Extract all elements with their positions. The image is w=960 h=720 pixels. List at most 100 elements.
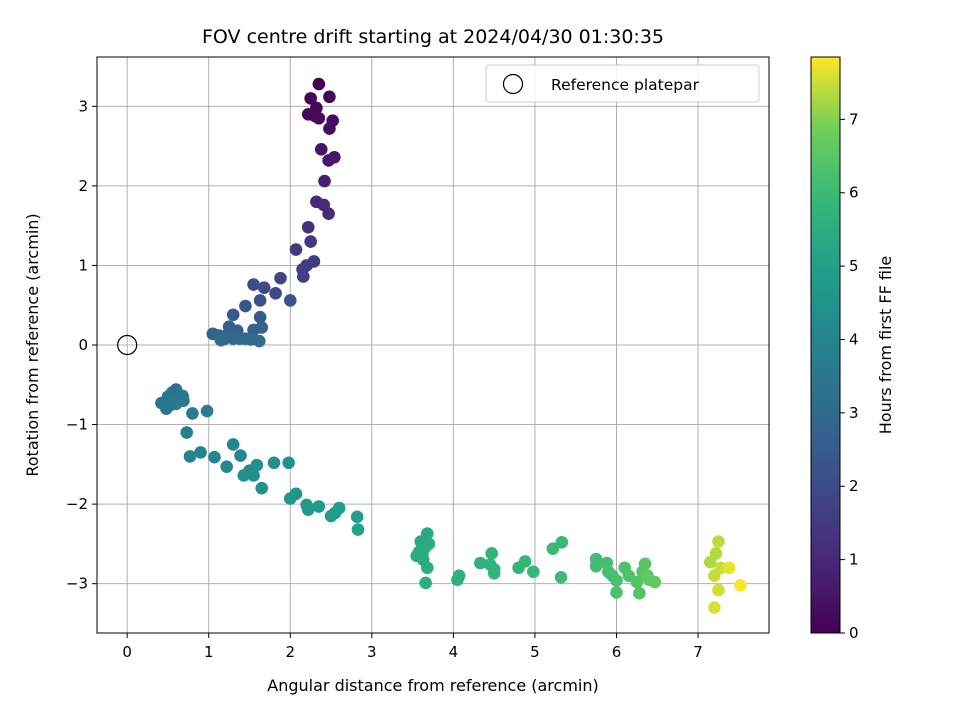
- legend-box: [485, 64, 760, 103]
- colorbar: [810, 56, 841, 634]
- data-point: [283, 294, 297, 307]
- data-point: [226, 438, 240, 451]
- x-tick-label: 4: [449, 643, 459, 661]
- colorbar-tick-label: 6: [849, 184, 859, 202]
- data-point: [474, 556, 487, 570]
- colorbar-label: Hours from first FF file: [876, 256, 895, 435]
- data-point: [304, 92, 317, 105]
- y-tick-label: −2: [66, 495, 88, 513]
- colorbar-tick-label: 2: [849, 477, 859, 495]
- data-point: [247, 278, 260, 291]
- data-point: [324, 509, 338, 523]
- data-point: [527, 565, 540, 579]
- data-point: [255, 321, 269, 334]
- data-point: [712, 535, 725, 548]
- y-tick-label: −3: [66, 575, 88, 593]
- data-point: [422, 537, 436, 551]
- data-point: [555, 536, 569, 549]
- data-point: [318, 174, 331, 188]
- reference-platepar-marker: [117, 334, 138, 356]
- x-axis-label: Angular distance from reference (arcmin): [267, 676, 598, 695]
- data-point: [274, 271, 287, 285]
- data-point: [239, 299, 252, 313]
- data-point: [633, 586, 646, 600]
- data-point: [253, 310, 267, 324]
- data-point: [312, 77, 326, 91]
- data-point: [323, 122, 336, 135]
- y-tick-label: 3: [78, 97, 88, 115]
- x-tick-label: 7: [693, 643, 703, 661]
- data-point: [250, 458, 264, 472]
- data-point: [322, 207, 335, 221]
- data-point: [289, 243, 303, 256]
- y-axis-ticks: −3 −2 −1 0 1 2 3: [66, 97, 97, 593]
- legend-marker-icon: [502, 73, 524, 95]
- data-point: [234, 449, 247, 462]
- data-point: [226, 308, 240, 322]
- x-tick-label: 6: [612, 643, 622, 661]
- data-point: [554, 571, 568, 584]
- data-point: [589, 559, 603, 573]
- data-point: [709, 547, 723, 560]
- data-point: [323, 90, 336, 104]
- data-point: [220, 460, 233, 474]
- grid-lines: [97, 57, 769, 633]
- y-axis-label: Rotation from reference (arcmin): [23, 213, 42, 476]
- x-axis-ticks: 0 1 2 3 4 5 6 7: [122, 633, 703, 661]
- y-tick-label: 0: [78, 336, 88, 354]
- x-tick-label: 2: [286, 643, 296, 661]
- data-point: [194, 446, 207, 459]
- data-point: [247, 469, 260, 482]
- data-point: [282, 456, 295, 470]
- y-tick-label: 1: [78, 256, 88, 274]
- colorbar-tick-label: 1: [849, 551, 859, 569]
- data-point: [350, 510, 364, 524]
- x-tick-label: 0: [122, 643, 132, 661]
- colorbar-tick-label: 0: [849, 624, 859, 642]
- y-tick-label: 2: [78, 177, 88, 195]
- data-point: [208, 450, 221, 464]
- data-point: [283, 492, 297, 505]
- data-point: [332, 501, 346, 515]
- data-point: [712, 583, 725, 597]
- data-point: [301, 503, 315, 516]
- data-point: [304, 235, 317, 248]
- data-point: [314, 142, 328, 156]
- data-point: [419, 576, 432, 590]
- colorbar-tick-label: 5: [849, 257, 859, 275]
- data-point: [200, 404, 214, 418]
- y-tick-label: −1: [66, 416, 88, 434]
- data-point: [351, 523, 365, 536]
- data-point: [638, 557, 652, 571]
- data-point: [160, 402, 173, 415]
- colorbar-tick-label: 7: [849, 110, 859, 128]
- colorbar-tick-label: 4: [849, 330, 859, 348]
- legend: Reference platepar: [485, 64, 760, 103]
- data-point: [546, 542, 560, 555]
- x-tick-label: 1: [204, 643, 214, 661]
- data-point: [237, 469, 251, 482]
- data-point: [722, 561, 736, 575]
- data-points: [155, 77, 747, 614]
- data-point: [177, 394, 190, 407]
- data-point: [485, 547, 499, 560]
- x-tick-label: 3: [367, 643, 377, 661]
- data-point: [518, 555, 532, 568]
- data-point: [416, 547, 429, 560]
- data-point: [630, 575, 644, 589]
- colorbar-tick-label: 3: [849, 404, 859, 422]
- data-point: [734, 578, 747, 592]
- data-point: [451, 573, 464, 586]
- chart-title: FOV centre drift starting at 2024/04/30 …: [202, 26, 664, 48]
- data-point: [257, 281, 271, 295]
- x-tick-label: 5: [530, 643, 540, 661]
- data-point: [252, 334, 266, 348]
- data-point: [610, 586, 623, 599]
- data-point: [312, 111, 326, 125]
- data-point: [255, 481, 269, 495]
- legend-label: Reference platepar: [551, 76, 700, 94]
- data-point: [180, 426, 194, 439]
- data-point: [420, 561, 434, 575]
- data-point: [312, 500, 326, 513]
